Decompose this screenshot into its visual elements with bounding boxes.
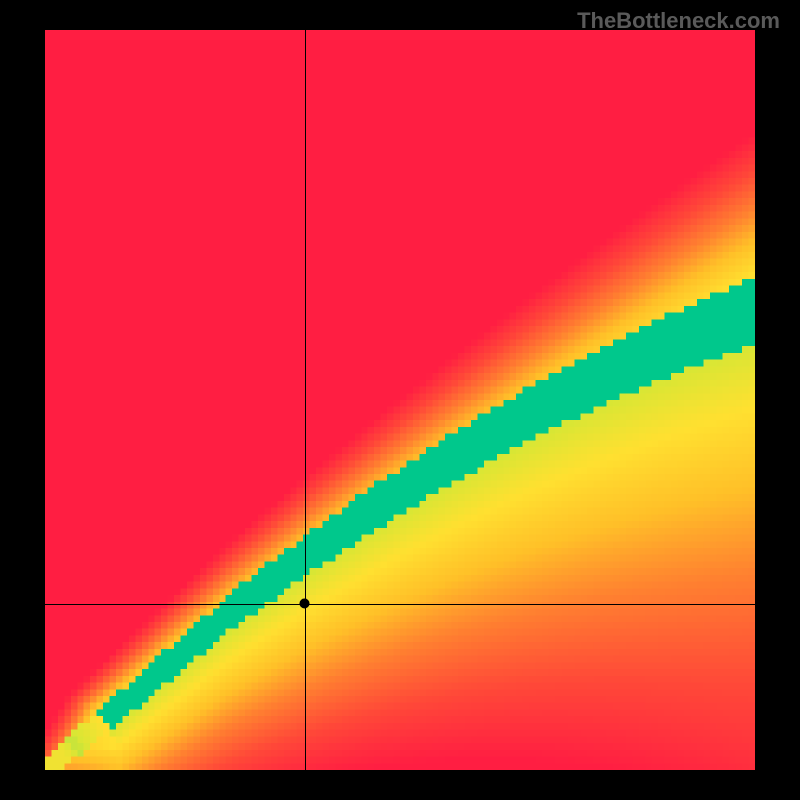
plot-area — [45, 30, 755, 770]
crosshair-overlay — [45, 30, 755, 770]
watermark-text: TheBottleneck.com — [577, 8, 780, 34]
chart-container: TheBottleneck.com — [0, 0, 800, 800]
